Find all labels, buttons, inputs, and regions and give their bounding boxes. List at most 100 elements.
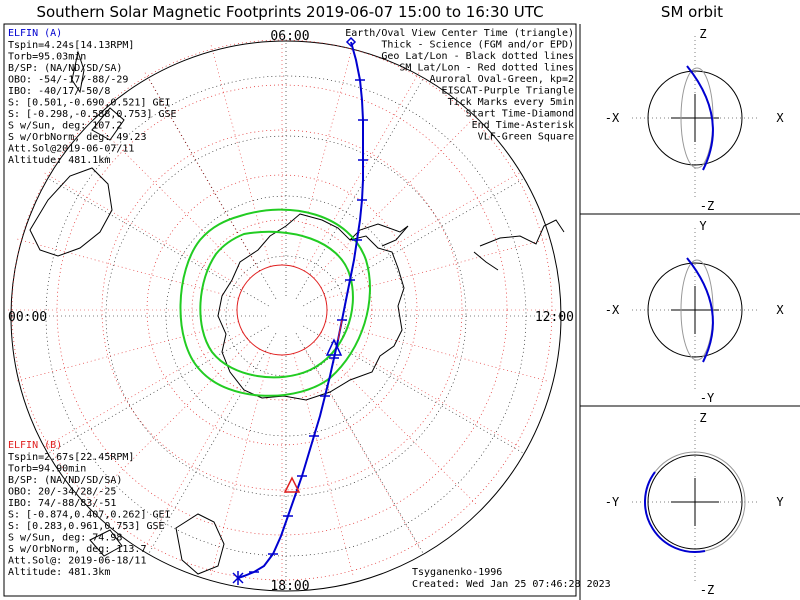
sm-axis-label-right: X xyxy=(776,303,784,317)
elfin-a-info-line: Tspin=4.24s[14.13RPM] xyxy=(8,40,134,51)
elfin-a-info-line: B/SP: (NA/ND/SD/SA) xyxy=(8,63,122,74)
sm-axis-label-right: Y xyxy=(776,495,784,509)
sm-panel: Z -Z -X X xyxy=(605,27,785,213)
sm-lon-line xyxy=(325,238,548,299)
sm-lon-line xyxy=(210,353,271,576)
island-coastline xyxy=(89,529,123,557)
elfin-a-info-line: S w/OrbNorm, deg: 49.23 xyxy=(8,132,146,143)
chart-title: Southern Solar Magnetic Footprints 2019-… xyxy=(36,3,543,21)
elfin-a-name: ELFIN (A) xyxy=(8,28,62,39)
elfin-a-track xyxy=(237,41,364,579)
geo-lon-line xyxy=(47,178,269,307)
model-label: Tsyganenko-1996 xyxy=(412,567,502,578)
geo-lon-line xyxy=(303,178,525,307)
sm-panel: Z -Z -Y Y xyxy=(605,411,785,597)
sm-lon-line xyxy=(293,44,354,267)
sm-lon-line xyxy=(313,341,477,505)
sm-lon-line xyxy=(320,172,521,288)
elfin-b-info-line: B/SP: (NA/ND/SD/SA) xyxy=(8,475,122,486)
sm-lon-line xyxy=(320,332,521,448)
hour-label-top: 06:00 xyxy=(270,29,309,44)
sm-axis-label-top: Z xyxy=(699,411,706,425)
hour-label-right: 12:00 xyxy=(535,310,574,325)
elfin-a-view-center-triangle xyxy=(325,338,343,356)
legend-entry: Auroral Oval-Green, kp=2 xyxy=(430,74,575,85)
sm-lon-line xyxy=(325,321,548,382)
sm-lon-line xyxy=(293,353,354,576)
elfin-a-info-line: S w/Sun, deg: 107.2 xyxy=(8,121,122,132)
hour-label-left: 00:00 xyxy=(8,310,47,325)
sm-axis-label-left: -X xyxy=(605,303,620,317)
auroral-oval-inner xyxy=(199,230,354,379)
elfin-b-info-line: Tspin=2.67s[22.45RPM] xyxy=(8,452,134,463)
sm-panel: Y -Y -X X xyxy=(605,219,785,405)
elfin-b-info-line: S w/Sun, deg: 74.98 xyxy=(8,533,122,544)
antarctica-coastline xyxy=(217,213,405,401)
sm-lon-line xyxy=(304,348,420,549)
elfin-b-info-line: S w/OrbNorm, deg: 113.7 xyxy=(8,544,146,555)
south-america-coastline xyxy=(473,219,565,271)
elfin-a-end-asterisk xyxy=(232,571,244,585)
africa-coastline xyxy=(175,513,225,575)
geo-lon-line xyxy=(295,333,424,555)
sm-axis-label-bottom: -Y xyxy=(700,391,715,405)
polar-plot: 06:00 18:00 00:00 12:00 xyxy=(7,29,574,594)
geo-lon-line xyxy=(295,77,424,299)
elfin-a-orbit xyxy=(644,471,706,553)
sm-lat-circle xyxy=(236,264,328,356)
legend-entry: EISCAT-Purple Triangle xyxy=(442,86,574,97)
earth-circle xyxy=(647,262,743,358)
sm-orbit-panels: Z -Z -X X Y -Y -X X Z -Z -Y Y xyxy=(605,27,785,597)
sm-axis-label-top: Y xyxy=(699,219,707,233)
legend: Earth/Oval View Center Time (triangle)Th… xyxy=(345,28,574,143)
legend-entry: Start Time-Diamond xyxy=(466,109,574,120)
hour-label-bottom: 18:00 xyxy=(270,579,309,594)
sm-grid xyxy=(7,35,557,585)
sm-lon-line xyxy=(210,44,271,267)
peninsula-coastline xyxy=(349,223,409,247)
geo-lon-line xyxy=(148,333,277,555)
legend-entry: End Time-Asterisk xyxy=(472,120,574,131)
elfin-b-view-center-triangle xyxy=(283,476,301,493)
sm-lat-circle xyxy=(146,174,418,446)
geo-lon-line xyxy=(148,77,277,299)
legend-entry: Thick - Science (FGM and/or EPD) xyxy=(381,40,574,51)
sm-axis-label-right: X xyxy=(776,111,784,125)
sm-lon-line xyxy=(313,115,477,279)
legend-entry: VLF-Green Square xyxy=(478,132,574,143)
elfin-b-info-line: OBO: 20/-34/28/-25 xyxy=(8,487,116,498)
elfin-a-start-diamond xyxy=(345,36,357,48)
sm-axis-label-left: -Y xyxy=(605,495,620,509)
elfin-a-info-line: Altitude: 481.1km xyxy=(8,155,110,166)
elfin-a-info-line: OBO: -54/-17/-88/-29 xyxy=(8,75,128,86)
elfin-b-info-line: Att.Sol@: 2019-06-18/11 xyxy=(8,556,146,567)
sm-lat-circle xyxy=(101,129,463,491)
geo-grid xyxy=(11,41,561,591)
elfin-b-info-line: IBO: 74/-88/83/-51 xyxy=(8,498,116,509)
elfin-a-ticks xyxy=(249,79,368,573)
earth-circle xyxy=(647,454,743,550)
sm-axis-label-top: Z xyxy=(699,27,706,41)
elfin-a-info-line: IBO: -40/17/-50/8 xyxy=(8,86,110,97)
sm-axis-label-bottom: -Z xyxy=(700,583,714,597)
geo-lon-line xyxy=(303,325,525,454)
auroral-oval-outer xyxy=(179,208,371,397)
australia-coastline xyxy=(29,50,125,257)
elfin-a-info-line: S: [-0.298,-0.588,0.753] GSE xyxy=(8,109,177,120)
elfin-b-name: ELFIN (B) xyxy=(8,440,62,451)
polar-plot-frame xyxy=(3,23,577,597)
elfin-a-orbit xyxy=(686,65,714,171)
elfin-a-orbit xyxy=(686,257,714,363)
legend-entry: Geo Lat/Lon - Black dotted lines xyxy=(381,51,574,62)
elfin-b-info-line: Torb=94.90min xyxy=(8,464,86,475)
elfin-a-info-line: S: [0.501,-0.690,0.521] GEI xyxy=(8,98,171,109)
sm-lon-line xyxy=(43,332,244,448)
sm-lon-line xyxy=(16,238,239,299)
legend-entry: SM Lat/Lon - Red dotted lines xyxy=(399,63,574,74)
created-label: Created: Wed Jan 25 07:46:28 2023 xyxy=(412,579,611,590)
legend-entry: Earth/Oval View Center Time (triangle) xyxy=(345,28,574,39)
elfin-b-track xyxy=(337,319,343,341)
elfin-b-info-line: S: [-0.874,0.407,0.262] GEI xyxy=(8,510,171,521)
